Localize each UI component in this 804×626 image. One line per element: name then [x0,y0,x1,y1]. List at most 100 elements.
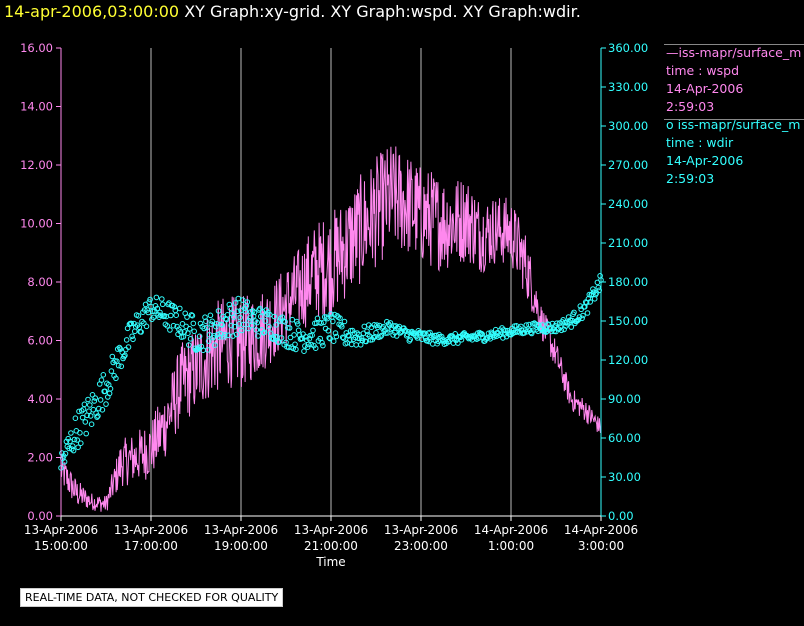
header-timestamp: 14-apr-2006,03:00:00 [4,2,180,21]
wdir-point [235,295,242,302]
wdir-point [83,430,89,437]
wdir-point [141,320,147,327]
wdir-point [167,327,173,333]
wdir-point [150,314,157,321]
wdir-point [86,408,92,415]
wdir-point [188,312,195,318]
right-y-tick-label: 240.00 [608,197,648,211]
wdir-point [196,333,203,340]
right-y-tick-label: 300.00 [608,119,648,133]
legend-divider [664,119,804,120]
wdir-point [243,303,250,309]
wdir-point [61,459,68,465]
wdir-point [219,322,225,328]
wdir-point [96,405,102,412]
wdir-point [452,331,459,337]
wdir-point [257,305,263,312]
wdir-point [141,307,148,313]
right-y-tick-label: 60.00 [608,431,641,445]
wdir-point [312,345,319,352]
wspd-series [60,146,601,512]
wdir-point [123,337,130,343]
legend: —iss-mapr/surface_m time : wspd 14-Apr-2… [664,44,804,188]
x-tick-time-label: 17:00:00 [124,539,178,553]
wdir-point [90,406,97,413]
wdir-point [518,323,524,330]
wdir-point [69,443,76,449]
wdir-point [232,300,239,306]
x-tick-time-label: 1:00:00 [488,539,534,553]
wdir-point [266,323,272,330]
wdir-point [306,335,313,342]
wdir-point [292,341,298,348]
wdir-point [340,335,347,341]
left-y-tick-label: 8.00 [27,275,53,289]
wdir-point [271,313,278,320]
wdir-point [209,318,215,325]
wdir-point [393,333,400,339]
right-y-tick-label: 150.00 [608,314,648,328]
right-y-tick-label: 30.00 [608,470,641,484]
wdir-point [575,316,582,323]
x-axis-label: Time [315,555,345,569]
legend-wspd-line1: —iss-mapr/surface_m [666,45,802,60]
legend-divider [664,44,804,45]
wdir-point [94,414,100,420]
wdir-point [115,362,122,369]
wdir-point [95,413,101,419]
x-tick-date-label: 13-Apr-2006 [204,523,278,537]
wdir-point [205,338,212,344]
wdir-point [388,326,395,333]
wdir-point [213,323,219,330]
wdir-point [72,415,79,422]
wdir-point [321,319,327,326]
wdir-point [177,329,184,335]
wdir-point [276,318,283,324]
wdir-point [237,314,243,321]
wdir-point [129,333,135,340]
wdir-point [521,330,528,336]
legend-wspd-line4: 2:59:03 [666,99,715,114]
wdir-point [179,321,186,327]
wdir-point [191,328,197,335]
wdir-point [128,320,134,327]
wdir-point [242,308,249,314]
header-description: XY Graph:xy-grid. XY Graph:wspd. XY Grap… [184,2,581,21]
wdir-point [348,341,355,348]
right-y-tick-label: 0.00 [608,509,634,523]
right-y-tick-label: 180.00 [608,275,648,289]
x-tick-time-label: 21:00:00 [304,539,358,553]
wdir-point [132,328,138,335]
wdir-point [524,328,531,335]
wdir-point [228,322,234,329]
wdir-point [255,333,261,339]
wdir-point [244,299,251,305]
wdir-point [231,323,238,330]
wdir-point [348,327,354,334]
wdir-point [108,368,115,374]
left-y-tick-label: 16.00 [20,41,53,55]
wdir-point [78,440,84,447]
wdir-point [387,320,394,326]
wdir-point [250,313,257,319]
wdir-point [144,307,151,313]
right-y-tick-label: 90.00 [608,392,641,406]
wdir-point [293,346,299,353]
wdir-point [91,398,98,404]
wdir-point [258,313,264,320]
wdir-point [231,314,237,320]
right-y-tick-label: 330.00 [608,80,648,94]
wdir-point [458,337,465,343]
wdir-point [159,301,166,308]
wdir-point [282,319,288,325]
wdir-point [330,338,337,345]
wdir-point [249,322,255,329]
wdir-point [100,372,107,378]
x-tick-time-label: 3:00:00 [578,539,624,553]
x-tick-date-label: 14-Apr-2006 [564,523,638,537]
wdir-point [82,419,89,425]
wdir-point [333,333,340,340]
wdir-point [147,296,153,303]
wdir-point [146,299,152,305]
legend-wdir-line1: o iss-mapr/surface_m [666,117,801,132]
